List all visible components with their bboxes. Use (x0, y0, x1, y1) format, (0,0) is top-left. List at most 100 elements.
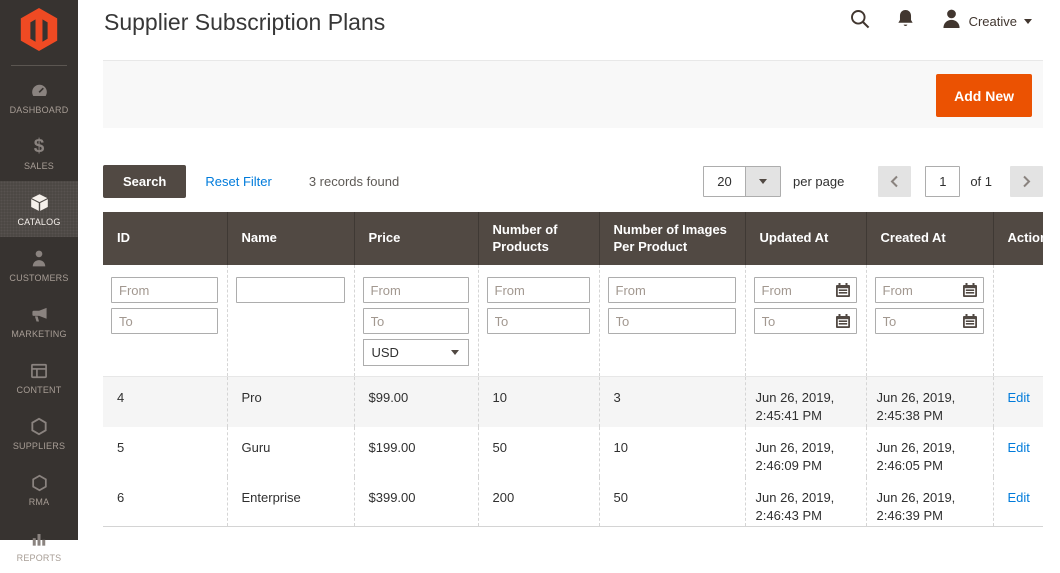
calendar-icon[interactable] (962, 313, 978, 334)
price-to-filter-input[interactable] (362, 308, 469, 334)
images-from-filter-input[interactable] (607, 277, 736, 303)
edit-link[interactable]: Edit (1007, 489, 1030, 505)
sidebar-item-suppliers[interactable]: SUPPLIERS (0, 405, 78, 461)
cell-price: $199.00 (353, 426, 478, 477)
cell-price: $399.00 (353, 476, 478, 527)
per-page-select[interactable]: 20 (702, 166, 781, 197)
page-header: Supplier Subscription Plans Creative (78, 0, 1060, 60)
sidebar-item-customers[interactable]: CUSTOMERS (0, 237, 78, 293)
table-row: 5 Guru $199.00 50 10 Jun 26, 2019, 2:46:… (103, 426, 1043, 477)
chevron-down-icon (758, 179, 767, 188)
cell-images: 10 (598, 426, 745, 477)
edit-link[interactable]: Edit (1007, 439, 1030, 455)
reset-filter-link[interactable]: Reset Filter (205, 174, 272, 189)
sidebar-item-dashboard[interactable]: DASHBOARD (0, 69, 78, 125)
column-header-products[interactable]: Number of Products (477, 212, 599, 265)
records-count: 3 records found (308, 174, 400, 189)
sidebar-item-label: SALES (23, 160, 55, 171)
sidebar-item-catalog[interactable]: CATALOG (0, 181, 78, 237)
cell-created: Jun 26, 2019, 2:46:05 PM (865, 426, 993, 477)
content-icon (29, 360, 49, 382)
add-new-button[interactable]: Add New (936, 74, 1032, 117)
table-header-row: ID Name Price Number of Products Number … (103, 212, 1048, 265)
column-header-created[interactable]: Created At (865, 212, 993, 265)
filter-row: USD (103, 265, 1043, 377)
calendar-icon[interactable] (962, 282, 978, 303)
search-icon[interactable] (850, 9, 870, 34)
sidebar-item-marketing[interactable]: MARKETING (0, 293, 78, 349)
sidebar-item-label: CONTENT (16, 384, 62, 395)
sidebar-item-label: REPORTS (16, 552, 62, 563)
cell-price: $99.00 (353, 376, 478, 427)
cell-name: Enterprise (226, 476, 354, 527)
sidebar: DASHBOARD $ SALES CATALOG CUSTOMERS MARK… (0, 0, 78, 563)
cell-updated: Jun 26, 2019, 2:46:09 PM (744, 426, 866, 477)
chevron-right-icon (1023, 175, 1031, 188)
cell-updated: Jun 26, 2019, 2:45:41 PM (744, 376, 866, 427)
suppliers-icon (29, 416, 49, 438)
column-header-action: Action (992, 212, 1048, 265)
magento-logo[interactable] (0, 0, 78, 61)
name-filter-input[interactable] (235, 277, 345, 303)
chevron-down-icon (1024, 18, 1032, 28)
table-row: 6 Enterprise $399.00 200 50 Jun 26, 2019… (103, 476, 1043, 527)
sidebar-item-sales[interactable]: $ SALES (0, 125, 78, 181)
sidebar-item-reports[interactable]: REPORTS (0, 517, 78, 573)
customers-icon (29, 248, 49, 270)
reports-icon (29, 528, 49, 550)
products-to-filter-input[interactable] (486, 308, 590, 334)
column-header-name[interactable]: Name (226, 212, 354, 265)
cell-id: 4 (117, 390, 125, 405)
page-input[interactable] (925, 166, 961, 197)
price-from-filter-input[interactable] (362, 277, 469, 303)
prev-page-button[interactable] (878, 166, 912, 197)
cell-name: Guru (226, 426, 354, 477)
user-name: Creative (968, 13, 1017, 29)
sidebar-item-label: DASHBOARD (9, 104, 69, 115)
page-total-label: of 1 (970, 174, 992, 189)
calendar-icon[interactable] (835, 313, 851, 334)
sidebar-item-rma[interactable]: RMA (0, 461, 78, 517)
sidebar-item-label: SUPPLIERS (12, 440, 66, 451)
cell-name: Pro (226, 376, 354, 427)
edit-link[interactable]: Edit (1007, 390, 1030, 405)
cell-products: 10 (477, 376, 599, 427)
notifications-bell-icon[interactable] (897, 9, 914, 33)
calendar-icon[interactable] (835, 282, 851, 303)
chevron-left-icon (890, 175, 899, 188)
images-to-filter-input[interactable] (607, 308, 736, 334)
products-from-filter-input[interactable] (486, 277, 590, 303)
cell-updated: Jun 26, 2019, 2:46:43 PM (744, 476, 866, 527)
per-page-label: per page (792, 174, 845, 189)
cell-id: 6 (117, 489, 125, 505)
id-to-filter-input[interactable] (111, 308, 218, 334)
plans-table: ID Name Price Number of Products Number … (103, 212, 1048, 527)
select-caret-segment (744, 167, 780, 196)
cell-created: Jun 26, 2019, 2:46:39 PM (865, 476, 993, 527)
id-from-filter-input[interactable] (111, 277, 218, 303)
main-content: Supplier Subscription Plans Creative Add… (78, 0, 1060, 527)
chevron-down-icon (450, 350, 459, 359)
cell-images: 3 (598, 376, 745, 427)
column-header-updated[interactable]: Updated At (744, 212, 866, 265)
cell-products: 200 (477, 476, 599, 527)
sidebar-item-label: RMA (28, 496, 50, 507)
table-row: 4 Pro $99.00 10 3 Jun 26, 2019, 2:45:41 … (103, 376, 1043, 427)
avatar-icon (941, 9, 962, 33)
page-title: Supplier Subscription Plans (104, 9, 386, 35)
currency-select[interactable]: USD (362, 339, 469, 366)
column-header-id[interactable]: ID (103, 212, 227, 265)
search-button[interactable]: Search (103, 165, 187, 198)
user-menu[interactable]: Creative (941, 9, 1032, 33)
sidebar-item-label: MARKETING (11, 328, 67, 339)
sidebar-item-content[interactable]: CONTENT (0, 349, 78, 405)
action-toolbar: Add New (103, 60, 1043, 128)
marketing-icon (29, 304, 50, 326)
cell-id: 5 (117, 439, 125, 455)
grid-controls: Search Reset Filter 3 records found 20 p… (103, 165, 1043, 198)
column-header-images[interactable]: Number of Images Per Product (598, 212, 745, 265)
cell-products: 50 (477, 426, 599, 477)
next-page-button[interactable] (1010, 166, 1043, 197)
sidebar-item-label: CUSTOMERS (9, 272, 69, 283)
column-header-price[interactable]: Price (353, 212, 478, 265)
